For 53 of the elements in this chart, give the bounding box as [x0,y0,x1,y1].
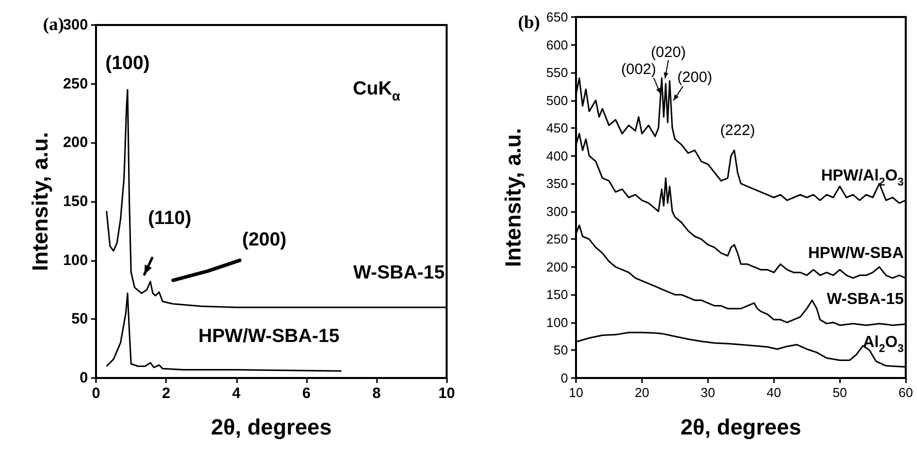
y-tick-label: 300 [62,16,88,34]
x-axis-title: 2θ, degrees [680,414,802,440]
y-tick-label: 50 [554,342,568,358]
x-tick-label: 40 [766,385,782,400]
y-tick-label: 200 [62,134,88,152]
y-tick-label: 350 [546,176,568,192]
y-tick-label: 400 [546,148,568,164]
y-tick-label: 100 [62,252,88,269]
x-tick-label: 2 [162,385,170,402]
annotation: (020) [650,44,686,62]
series-label: HPW/W-SBA [808,245,904,262]
y-tick-label: 150 [62,193,88,210]
annotation: (100) [105,52,150,74]
x-tick-label: 8 [372,385,381,402]
series-label: W-SBA-15 [826,291,904,308]
annotation: (002) [621,60,656,78]
y-tick-label: 150 [546,287,568,302]
y-tick-label: 600 [546,37,568,52]
y-tick-label: 550 [546,65,568,80]
y-tick-label: 300 [546,204,568,219]
chart-title: (b) [518,12,540,32]
x-tick-label: 6 [302,385,311,402]
x-tick-label: 50 [832,385,848,400]
y-tick-label: 650 [546,10,568,24]
y-tick-label: 50 [71,310,88,328]
chart-title: (a) [43,14,64,34]
y-tick-label: 0 [80,370,88,386]
x-tick-label: 4 [232,385,242,402]
y-axis-title: Intensity, a.u. [28,132,52,271]
series-label: W-SBA-15 [353,262,446,284]
x-tick-label: 30 [700,385,716,400]
x-tick-label: 20 [634,385,650,400]
y-tick-label: 200 [546,259,568,274]
y-tick-label: 450 [546,120,568,136]
y-tick-label: 100 [546,314,568,330]
annotation: (110) [148,208,192,230]
y-tick-label: 250 [546,232,568,247]
x-tick-label: 0 [92,385,100,402]
x-tick-label: 10 [568,385,584,400]
y-tick-label: 0 [560,370,568,386]
annotation: (222) [720,122,756,139]
annotation: (200) [677,69,712,86]
y-axis-title: Intensity, a.u. [500,128,526,267]
line-series [106,292,342,372]
series-label: HPW/W-SBA-15 [198,326,340,347]
series-label: Al$_{2}$O$_{3}$ [862,334,904,355]
y-tick-label: 500 [546,92,568,108]
annotation: (200) [242,229,286,250]
y-tick-label: 250 [62,75,88,92]
x-tick-label: 10 [438,385,455,402]
x-tick-label: 60 [898,385,914,400]
x-axis-title: 2θ, degrees [210,414,332,440]
annotation: CuK$_{α}$ [352,78,401,104]
